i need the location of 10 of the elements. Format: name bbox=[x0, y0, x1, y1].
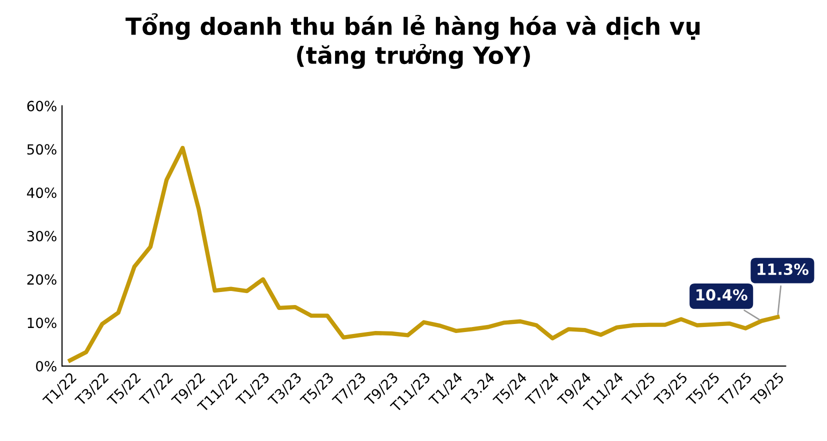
data-label: 10.4% bbox=[696, 289, 748, 301]
y-tick-label: 10% bbox=[28, 318, 56, 328]
data-label: 11.3% bbox=[758, 263, 808, 276]
y-tick-label: 60% bbox=[27, 100, 56, 112]
chart-title: Tổng doanh thu bán lẻ hàng hóa và dịch vụ (tăng trưởng YoY) bbox=[126, 13, 700, 69]
y-tick-label: 20% bbox=[27, 274, 56, 285]
y-tick-label: 40% bbox=[26, 188, 56, 198]
y-tick-label: 50% bbox=[27, 144, 56, 155]
y-tick-label: 0% bbox=[36, 361, 56, 372]
y-tick-label: 30% bbox=[27, 230, 56, 242]
